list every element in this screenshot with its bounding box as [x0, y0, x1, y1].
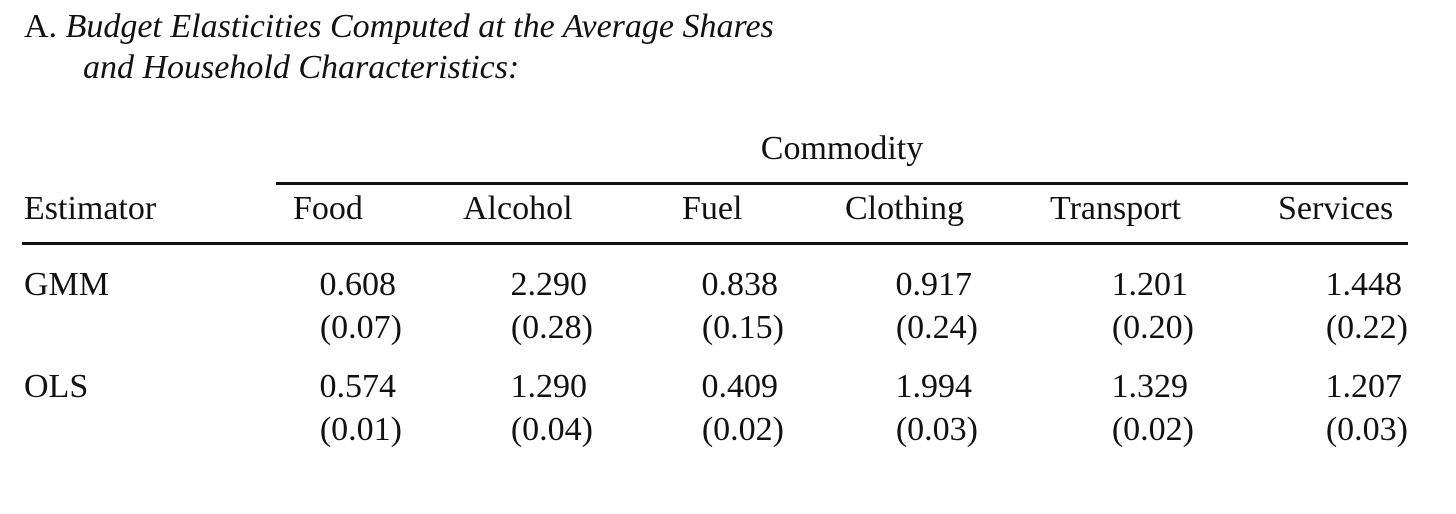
col-header-fuel: Fuel [682, 190, 743, 227]
stderr-gmm-clothing: (0.24) [895, 309, 978, 346]
spanner-rule [276, 182, 1408, 185]
value-ols-fuel: 0.409 [701, 368, 779, 405]
stderr-ols-food: (0.01) [319, 411, 402, 448]
row-label-ols: OLS [24, 368, 89, 405]
value-gmm-clothing: 0.917 [895, 266, 973, 303]
value-gmm-fuel: 0.838 [701, 266, 779, 303]
header-rule [22, 242, 1408, 245]
stderr-ols-clothing: (0.03) [895, 411, 978, 448]
value-gmm-alcohol: 2.290 [510, 266, 588, 303]
value-ols-alcohol: 1.290 [510, 368, 588, 405]
row-label-gmm: GMM [24, 266, 110, 303]
value-ols-clothing: 1.994 [895, 368, 973, 405]
col-header-transport: Transport [1050, 190, 1181, 227]
value-gmm-transport: 1.201 [1111, 266, 1189, 303]
stderr-gmm-alcohol: (0.28) [510, 309, 593, 346]
stderr-gmm-services: (0.22) [1325, 309, 1408, 346]
value-ols-food: 0.574 [319, 368, 397, 405]
stderr-ols-fuel: (0.02) [701, 411, 784, 448]
panel-title-line-2: and Household Characteristics: [83, 49, 520, 86]
stderr-gmm-fuel: (0.15) [701, 309, 784, 346]
panel-title-text: Budget Elasticities Computed at the Aver… [65, 8, 774, 45]
value-gmm-services: 1.448 [1325, 266, 1403, 303]
panel-title-line-1: A. Budget Elasticities Computed at the A… [24, 10, 774, 44]
stub-header: Estimator [24, 190, 157, 227]
stderr-gmm-food: (0.07) [319, 309, 402, 346]
value-ols-services: 1.207 [1325, 368, 1403, 405]
value-gmm-food: 0.608 [319, 266, 397, 303]
stderr-gmm-transport: (0.20) [1111, 309, 1194, 346]
col-header-alcohol: Alcohol [463, 190, 573, 227]
stderr-ols-services: (0.03) [1325, 411, 1408, 448]
stderr-ols-transport: (0.02) [1111, 411, 1194, 448]
value-ols-transport: 1.329 [1111, 368, 1189, 405]
col-header-food: Food [293, 190, 363, 227]
col-header-clothing: Clothing [845, 190, 965, 227]
panel-letter: A. [24, 8, 58, 45]
stderr-ols-alcohol: (0.04) [510, 411, 593, 448]
col-header-services: Services [1278, 190, 1394, 227]
commodity-spanner-label: Commodity [760, 130, 924, 167]
